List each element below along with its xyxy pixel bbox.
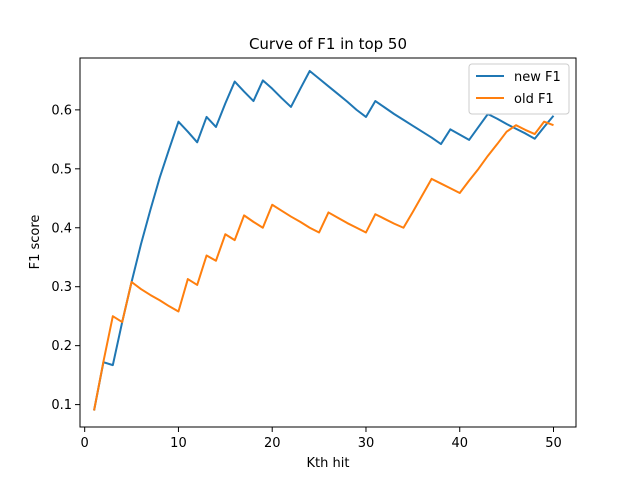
series-line-old-f1 [93,120,554,411]
y-axis-ticks: 0.1 0.2 0.3 0.4 0.5 0.6 [51,103,80,413]
y-axis-label: F1 score [28,215,43,270]
legend: new F1 old F1 [468,63,570,115]
x-axis-ticks: 0 10 20 30 40 50 [81,427,562,451]
legend-label-new-f1: new F1 [514,70,561,85]
plot-frame [79,57,577,428]
x-tick-label: 50 [545,436,562,451]
y-tick-label: 0.5 [51,162,72,177]
x-tick-label: 10 [170,436,187,451]
y-tick-label: 0.6 [51,103,72,118]
y-tick-label: 0.3 [51,280,72,295]
y-tick-label: 0.4 [51,221,72,236]
x-tick-label: 0 [81,436,89,451]
series-layer [93,69,555,411]
y-tick-label: 0.2 [51,339,72,354]
chart-title: Curve of F1 in top 50 [249,35,407,53]
legend-label-old-f1: old F1 [514,92,554,107]
x-axis-label: Kth hit [307,456,350,471]
x-tick-label: 40 [451,436,468,451]
series-line-new-f1 [93,69,555,411]
x-tick-label: 20 [264,436,281,451]
y-tick-label: 0.1 [51,398,72,413]
x-tick-label: 30 [358,436,375,451]
